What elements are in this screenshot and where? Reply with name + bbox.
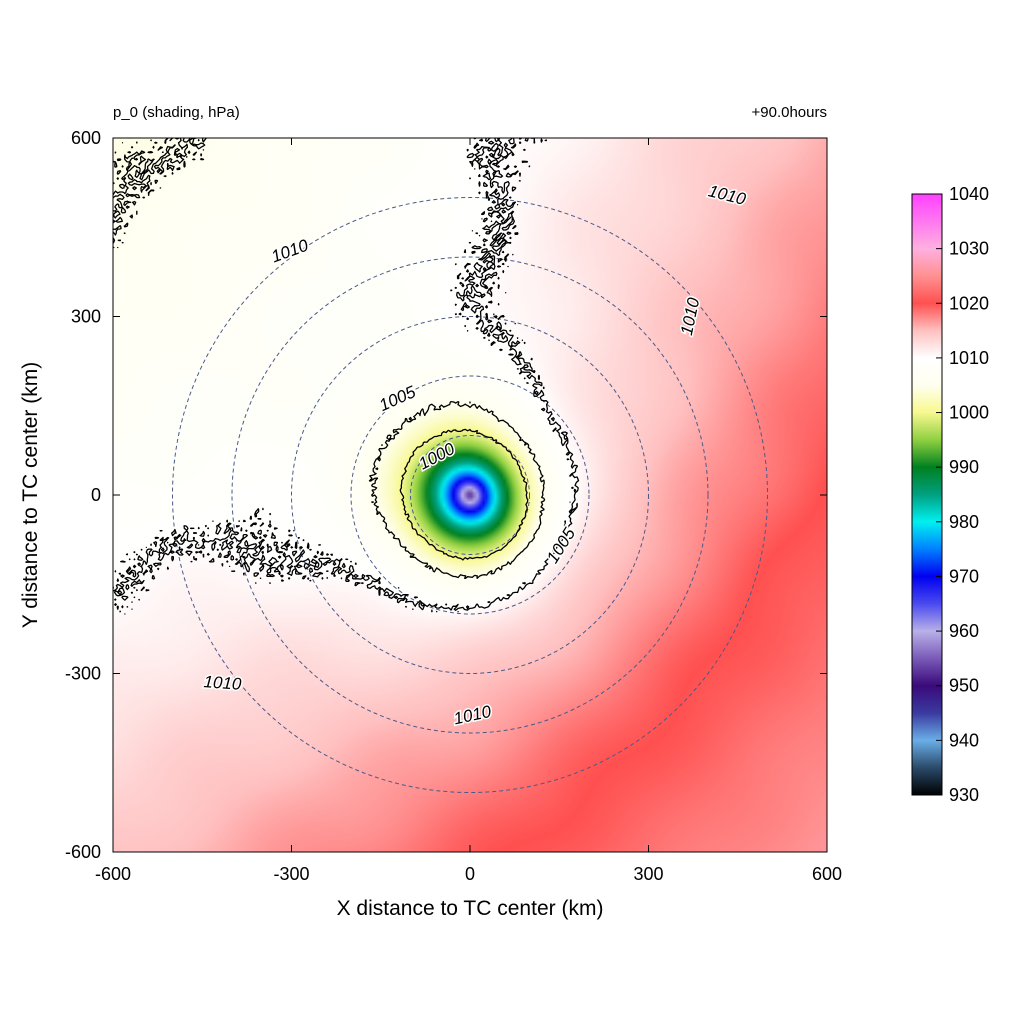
colorbar-tick-label: 1030 bbox=[949, 239, 989, 259]
x-tick-label: 600 bbox=[812, 864, 842, 884]
colorbar-tick-label: 1000 bbox=[949, 403, 989, 423]
x-axis: -600 -300 0 300 600 bbox=[95, 138, 842, 884]
contour-label: 1010 bbox=[203, 672, 243, 694]
range-circle bbox=[172, 197, 768, 793]
contour-line bbox=[113, 138, 546, 580]
y-tick-label: -300 bbox=[65, 664, 101, 684]
chart-title-right: +90.0hours bbox=[752, 104, 827, 121]
range-circle bbox=[231, 256, 709, 734]
x-tick-label: -600 bbox=[95, 864, 131, 884]
colorbar-gradient bbox=[911, 193, 943, 796]
range-circles bbox=[172, 197, 768, 793]
contour-line bbox=[113, 138, 580, 615]
y-tick-label: 600 bbox=[71, 128, 101, 148]
x-tick-label: 0 bbox=[465, 864, 475, 884]
range-circle bbox=[291, 316, 649, 674]
colorbar-ticks: 930 940 950 960 970 980 990 1000 1010 1020 1030 104… bbox=[936, 184, 989, 805]
y-tick-label: 0 bbox=[91, 485, 101, 505]
contour-line bbox=[399, 428, 529, 561]
colorbar-tick-label: 1020 bbox=[949, 293, 989, 313]
colorbar-tick-label: 980 bbox=[949, 512, 979, 532]
colorbar-tick-label: 1040 bbox=[949, 184, 989, 204]
colorbar-tick-label: 990 bbox=[949, 457, 979, 477]
colorbar: 930 940 950 960 970 980 990 1000 1010 1020 1030 104… bbox=[911, 184, 989, 805]
range-circle bbox=[410, 435, 530, 555]
colorbar-tick-label: 970 bbox=[949, 566, 979, 586]
pressure-contours bbox=[113, 138, 580, 615]
colorbar-tick-label: 940 bbox=[949, 730, 979, 750]
y-axis: -600 -300 0 300 600 bbox=[65, 128, 827, 862]
x-axis-label: X distance to TC center (km) bbox=[337, 897, 604, 920]
x-tick-label: -300 bbox=[273, 864, 309, 884]
y-tick-label: 300 bbox=[71, 307, 101, 327]
x-tick-label: 300 bbox=[633, 864, 663, 884]
colorbar-tick-label: 950 bbox=[949, 676, 979, 696]
pressure-shading bbox=[113, 138, 827, 852]
range-circle bbox=[350, 375, 590, 615]
y-axis-label: Y distance to TC center (km) bbox=[19, 362, 42, 629]
plot-area bbox=[113, 138, 827, 852]
y-tick-label: -600 bbox=[65, 842, 101, 862]
colorbar-tick-label: 930 bbox=[949, 785, 979, 805]
colorbar-tick-label: 1010 bbox=[949, 348, 989, 368]
chart-title-left: p_0 (shading, hPa) bbox=[113, 104, 240, 121]
colorbar-tick-label: 960 bbox=[949, 621, 979, 641]
